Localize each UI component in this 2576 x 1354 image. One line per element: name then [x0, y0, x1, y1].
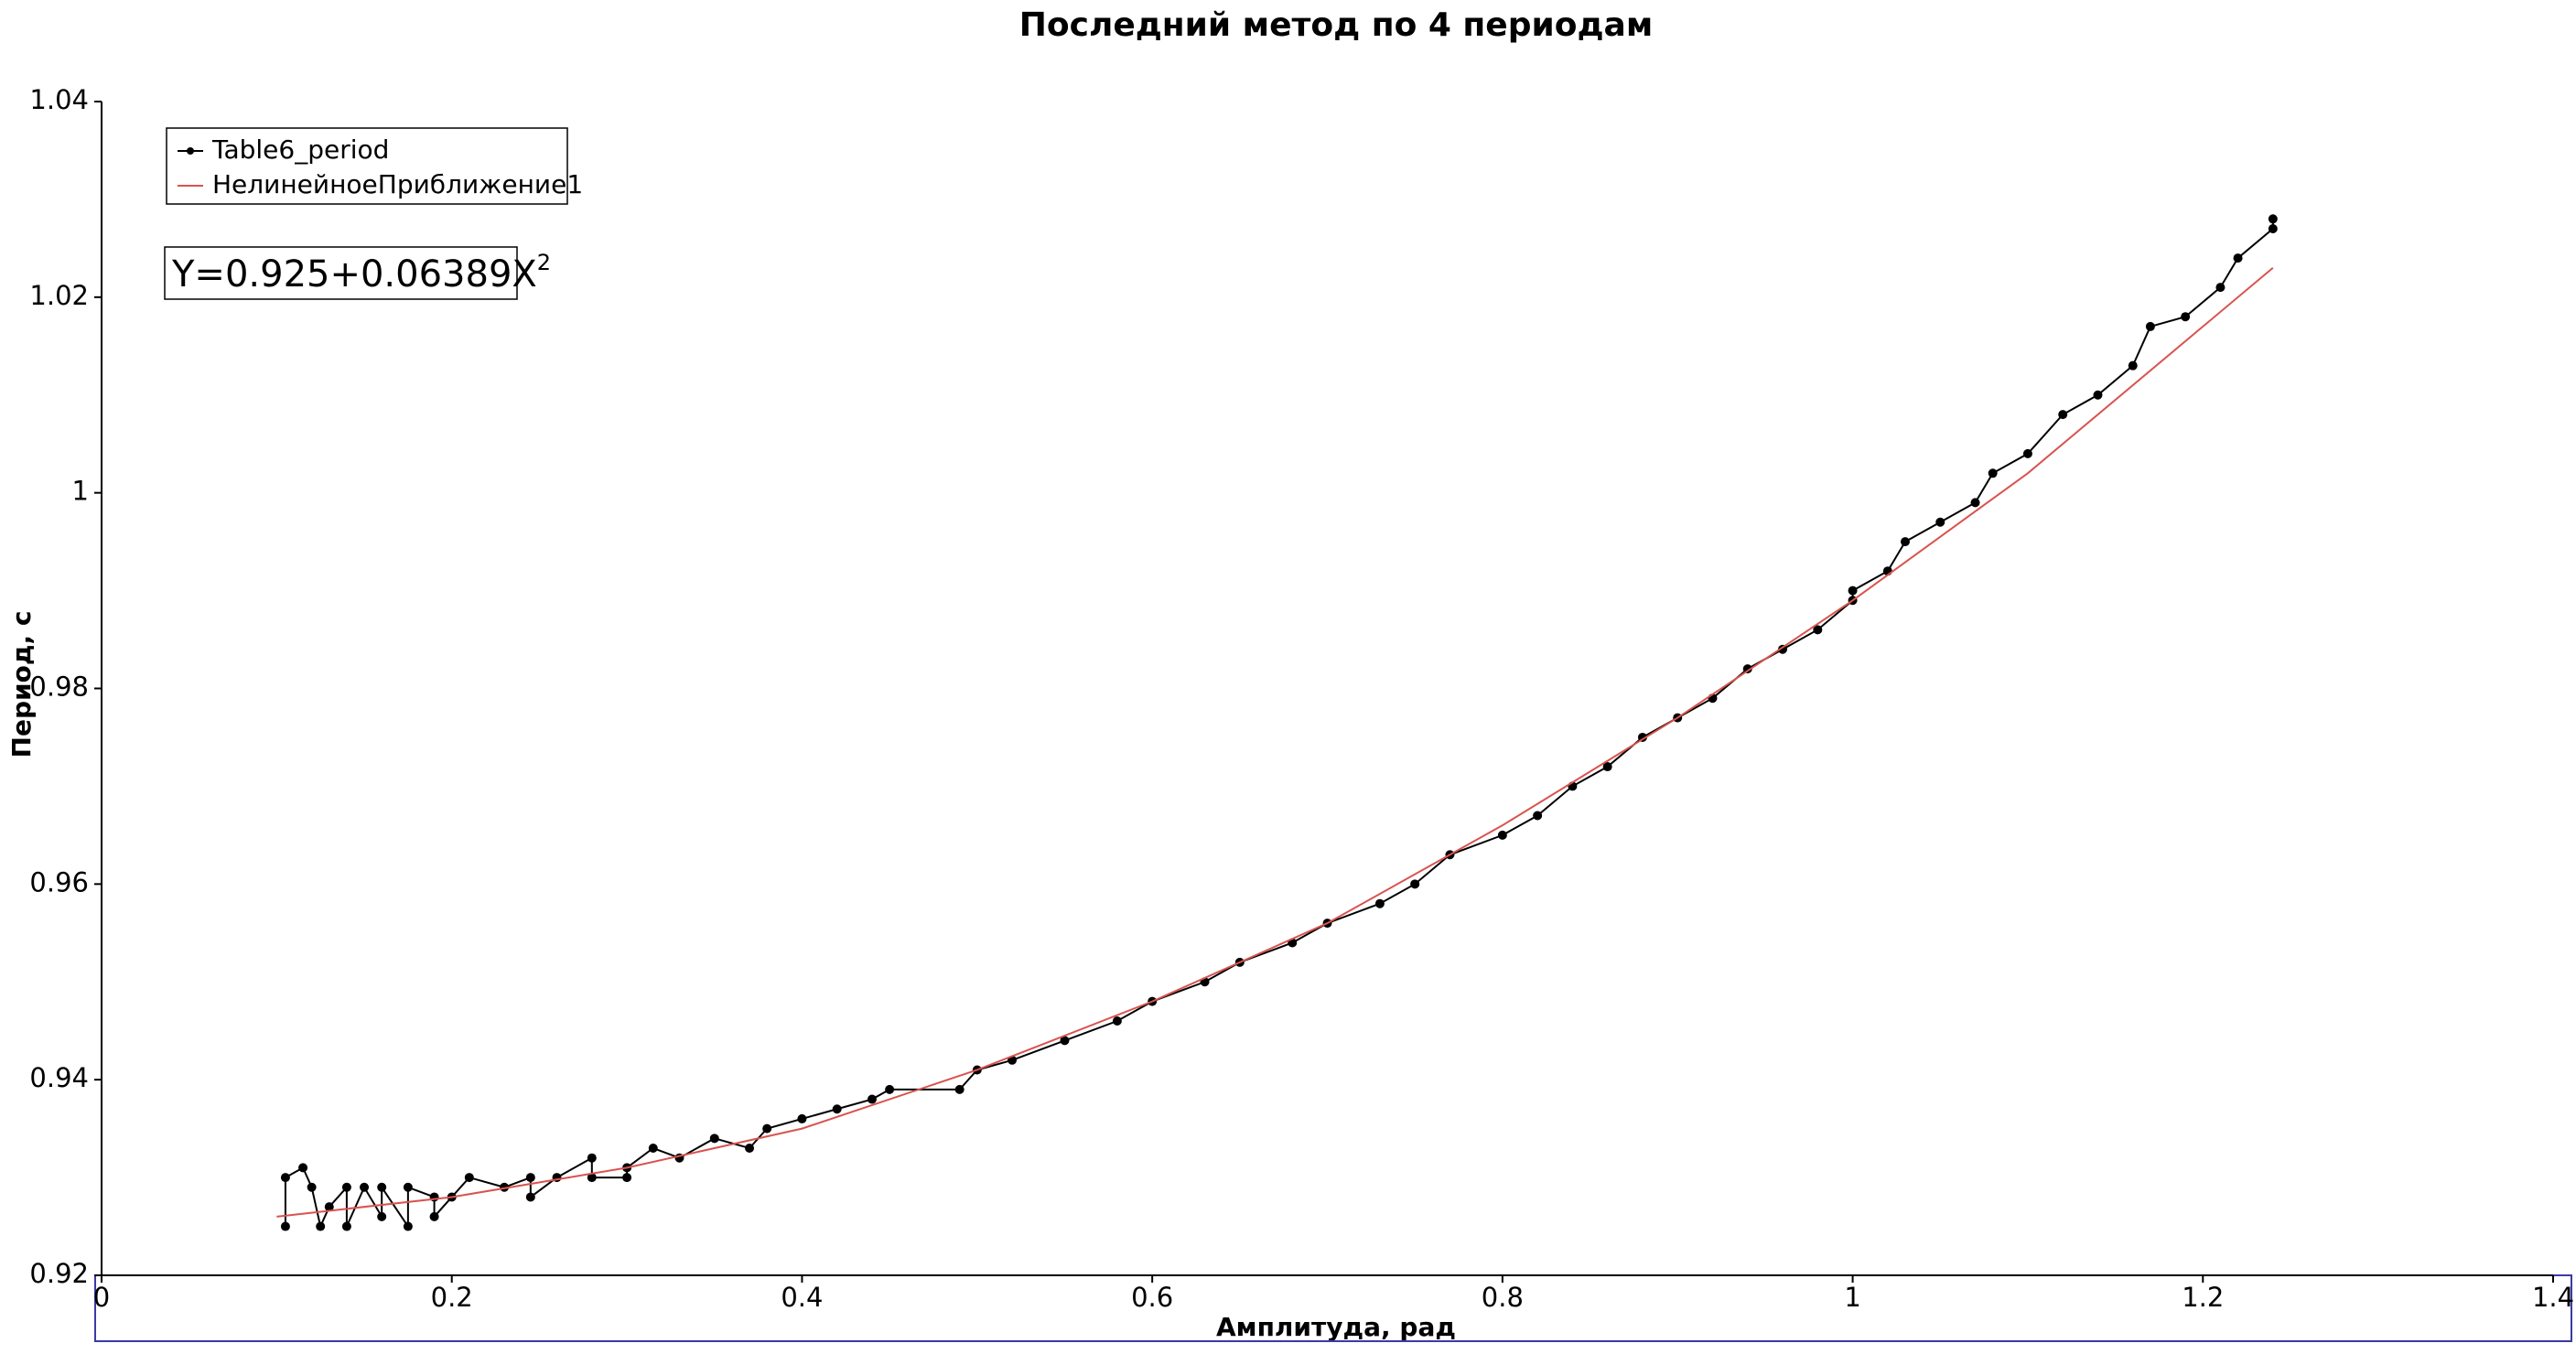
- y-tick-label: 0.98: [29, 672, 89, 703]
- data-point: [797, 1113, 807, 1123]
- y-tick-label: 1: [72, 476, 89, 507]
- legend-label: Table6_period: [211, 134, 389, 165]
- data-point: [745, 1144, 755, 1154]
- data-point: [280, 1173, 290, 1183]
- x-axis-label: Амплитуда, рад: [1216, 1312, 1456, 1342]
- data-point: [1533, 811, 1543, 821]
- data-point: [2058, 410, 2068, 420]
- x-tick-label: 1: [1844, 1282, 1860, 1313]
- x-tick-label: 0.4: [781, 1282, 823, 1313]
- data-point: [885, 1084, 895, 1094]
- data-point: [2268, 214, 2278, 224]
- legend-marker: [187, 147, 194, 155]
- data-point: [1060, 1036, 1070, 1046]
- data-point: [341, 1182, 351, 1192]
- data-point: [2215, 283, 2226, 293]
- data-point: [2233, 253, 2243, 263]
- data-point: [1602, 762, 1612, 772]
- data-point: [1637, 732, 1647, 742]
- equation-superscript: 2: [537, 250, 551, 275]
- data-point: [1112, 1016, 1122, 1026]
- data-point: [1742, 664, 1752, 674]
- y-tick-label: 0.92: [29, 1258, 89, 1289]
- data-point: [298, 1163, 308, 1173]
- data-point: [587, 1173, 597, 1183]
- legend-box: [166, 127, 568, 205]
- y-tick-label: 1.04: [29, 84, 89, 115]
- data-point: [867, 1094, 877, 1104]
- data-point: [2145, 321, 2155, 331]
- data-point: [762, 1123, 772, 1134]
- series-line: [276, 266, 2274, 1218]
- x-tick-label: 0.2: [431, 1282, 473, 1313]
- x-tick-label: 0: [93, 1282, 110, 1313]
- x-tick-label: 1.4: [2532, 1282, 2574, 1313]
- data-point: [2268, 223, 2278, 233]
- data-point: [2093, 390, 2103, 400]
- data-point: [377, 1182, 387, 1192]
- data-point: [280, 1221, 290, 1231]
- data-point: [324, 1202, 334, 1212]
- data-point: [648, 1144, 658, 1154]
- data-point: [1410, 879, 1420, 889]
- data-point: [316, 1221, 326, 1231]
- data-point: [1497, 830, 1507, 840]
- data-point: [954, 1084, 965, 1094]
- data-point: [709, 1134, 719, 1144]
- equation-text: Y=0.925+0.06389X2: [171, 250, 551, 296]
- data-point: [1778, 644, 1788, 654]
- data-point: [1374, 898, 1385, 908]
- data-point: [832, 1104, 842, 1114]
- data-point: [403, 1221, 413, 1231]
- data-point: [1970, 498, 1980, 508]
- data-point: [360, 1182, 370, 1192]
- series-line: [284, 219, 2274, 1230]
- data-point: [377, 1211, 387, 1221]
- legend: Table6_period НелинейноеПриближение1: [166, 127, 583, 205]
- y-tick-label: 0.94: [29, 1062, 89, 1093]
- data-point: [587, 1153, 597, 1163]
- x-tick-label: 0.6: [1131, 1282, 1173, 1313]
- data-point: [429, 1211, 439, 1221]
- equation-box: [164, 246, 518, 300]
- data-point: [2181, 312, 2191, 322]
- y-tick-label: 0.96: [29, 866, 89, 897]
- x-tick-label: 1.2: [2182, 1282, 2224, 1313]
- data-point: [2022, 448, 2032, 458]
- legend-label: НелинейноеПриближение1: [212, 169, 583, 199]
- y-axis-label: Период, с: [6, 611, 37, 758]
- data-point: [525, 1192, 535, 1202]
- data-point: [525, 1173, 535, 1183]
- data-point: [307, 1182, 317, 1192]
- data-point: [1935, 517, 1945, 527]
- x-tick-label: 0.8: [1482, 1282, 1524, 1313]
- equation: Y=0.925+0.06389X2: [164, 246, 551, 300]
- chart-title: Последний метод по 4 периодам: [1019, 6, 1654, 44]
- y-tick-label: 1.02: [29, 280, 89, 311]
- data-point: [1813, 625, 1823, 635]
- data-point: [341, 1221, 351, 1231]
- data-point: [622, 1173, 632, 1183]
- data-point: [1900, 537, 1910, 547]
- data-point: [1988, 468, 1998, 478]
- data-point: [403, 1182, 413, 1192]
- data-point: [1848, 586, 1858, 596]
- data-point: [2128, 360, 2138, 371]
- data-point: [464, 1173, 474, 1183]
